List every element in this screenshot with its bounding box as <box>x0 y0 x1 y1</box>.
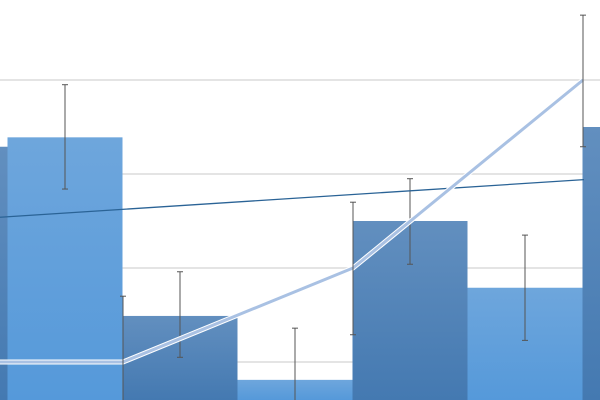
trendline <box>0 178 585 218</box>
bar <box>0 146 8 400</box>
line-series-path <box>0 78 584 364</box>
bar-series <box>0 127 600 400</box>
trendline-path <box>0 178 585 218</box>
line-series <box>0 78 585 365</box>
bar <box>582 127 600 400</box>
line-error-bars <box>120 14 586 400</box>
